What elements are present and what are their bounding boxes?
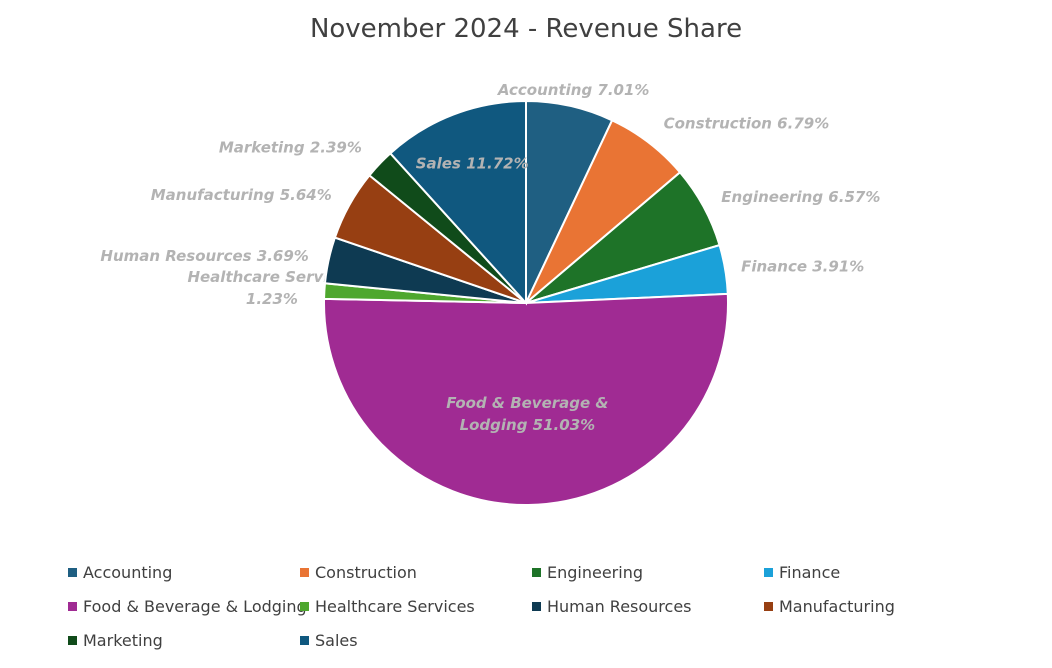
legend-item-finance: Finance: [764, 563, 840, 582]
data-label-finance: Finance 3.91%: [741, 258, 864, 276]
legend-label: Finance: [779, 563, 841, 582]
data-label-marketing: Marketing 2.39%: [219, 138, 362, 156]
pie-chart: Accounting 7.01% Construction 6.79% Engine…: [100, 81, 880, 506]
legend-swatch: [300, 636, 309, 645]
data-label-accounting: Accounting 7.01%: [497, 81, 650, 99]
chart-title: November 2024 - Revenue Share: [309, 14, 743, 44]
data-label-engineering: Engineering 6.57%: [721, 188, 880, 206]
data-label-construction: Construction 6.79%: [664, 114, 830, 132]
data-label-healthcare-services: Healthcare Services 1.23%: [187, 268, 356, 308]
legend-label: Accounting: [83, 563, 173, 582]
legend-label: Healthcare Services: [315, 597, 475, 616]
legend-swatch: [764, 568, 773, 577]
pie-slice-food-and-beverage-and-lodging: [323, 292, 729, 506]
legend-swatch: [300, 602, 309, 611]
legend-item-healthcare-services: Healthcare Services: [300, 597, 475, 616]
legend-item-marketing: Marketing: [68, 631, 163, 650]
legend-item-accounting: Accounting: [68, 563, 172, 582]
legend-swatch: [532, 568, 541, 577]
legend-item-food-and-beverage-and-lodging: Food & Beverage & Lodging: [68, 597, 307, 616]
data-label-manufacturing: Manufacturing 5.64%: [151, 186, 332, 204]
data-label-sales: Sales 11.72%: [416, 155, 529, 173]
legend-swatch: [68, 568, 77, 577]
legend-label: Construction: [315, 563, 417, 582]
legend-item-construction: Construction: [300, 563, 417, 582]
legend-label: Sales: [315, 631, 358, 650]
pie-slice-sales: [388, 99, 527, 306]
legend-label: Human Resources: [547, 597, 692, 616]
legend-item-human-resources: Human Resources: [532, 597, 692, 616]
legend-label: Marketing: [83, 631, 163, 650]
data-label-food-and-beverage-and-lodging: Food & Beverage & Lodging 51.03%: [446, 394, 608, 434]
legend-swatch: [764, 602, 773, 611]
legend-swatch: [300, 568, 309, 577]
legend-swatch: [68, 602, 77, 611]
legend-label: Manufacturing: [779, 597, 895, 616]
legend-label: Engineering: [547, 563, 643, 582]
legend-item-manufacturing: Manufacturing: [764, 597, 895, 616]
legend-label: Food & Beverage & Lodging: [83, 597, 307, 616]
legend-item-sales: Sales: [300, 631, 358, 650]
legend-item-engineering: Engineering: [532, 563, 643, 582]
data-label-human-resources: Human Resources 3.69%: [100, 247, 308, 265]
legend-swatch: [532, 602, 541, 611]
legend-swatch: [68, 636, 77, 645]
